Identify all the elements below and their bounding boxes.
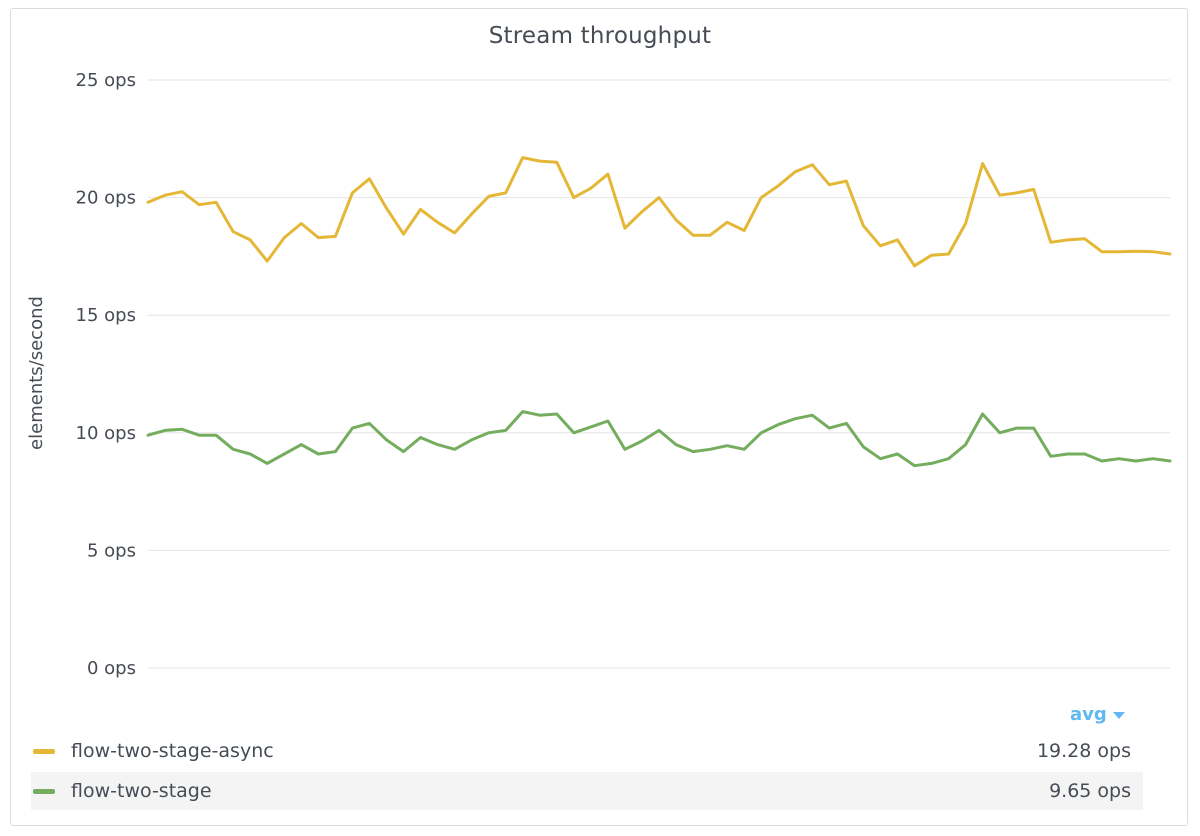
legend-sort-avg[interactable]: avg xyxy=(1070,704,1125,725)
series-line-flow-two-stage[interactable] xyxy=(146,410,1172,468)
legend-series-avg: 9.65 ops xyxy=(1049,780,1131,802)
y-tick-label: 5 ops xyxy=(87,540,136,561)
legend-item-async[interactable]: flow-two-stage-async 19.28 ops xyxy=(31,732,1143,770)
graph-panel: Stream throughput xyxy=(10,8,1188,826)
panel-title[interactable]: Stream throughput xyxy=(488,23,712,49)
series-line-flow-two-stage-async[interactable] xyxy=(146,156,1172,268)
y-tick-label: 10 ops xyxy=(76,423,136,444)
legend-item-sync[interactable]: flow-two-stage 9.65 ops xyxy=(31,772,1143,810)
y-axis-label: elements/second xyxy=(26,296,47,450)
grid-lines xyxy=(148,79,1170,669)
y-axis-ticks: 0 ops 5 ops 10 ops 15 ops 20 ops 25 ops xyxy=(76,70,136,679)
y-tick-label: 20 ops xyxy=(76,188,136,209)
legend-series-name: flow-two-stage-async xyxy=(71,740,274,762)
series-lines xyxy=(146,156,1172,468)
legend-series-name: flow-two-stage xyxy=(71,780,212,802)
legend-series-avg: 19.28 ops xyxy=(1036,740,1131,762)
y-tick-label: 25 ops xyxy=(76,70,136,91)
y-tick-label: 15 ops xyxy=(76,305,136,326)
series-color-swatch-icon xyxy=(33,748,55,754)
series-color-swatch-icon xyxy=(33,788,55,794)
caret-down-icon xyxy=(1112,711,1125,719)
y-tick-label: 0 ops xyxy=(87,658,136,679)
legend-avg-label: avg xyxy=(1070,704,1107,725)
